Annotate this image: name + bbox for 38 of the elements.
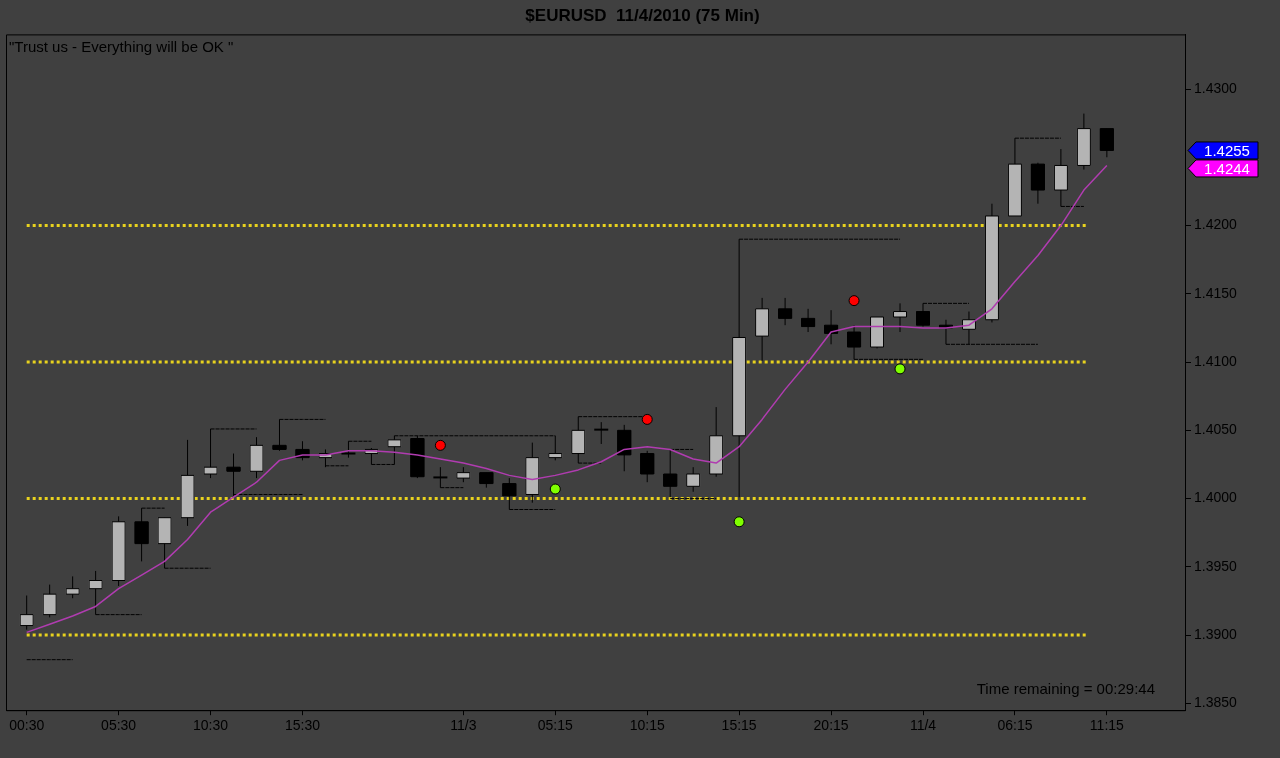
x-tick-label: 11/4 (909, 717, 937, 734)
y-tick-label: 1.3900 (1194, 625, 1238, 642)
point (549, 483, 561, 495)
x-tick-label: 10:15 (629, 717, 665, 734)
y-tick-label: 1.4300 (1194, 79, 1238, 96)
text: 1.4244 (1204, 159, 1250, 177)
x-tick-label: 05:30 (101, 717, 137, 734)
x-tick-label: 20:15 (813, 717, 849, 734)
annotation: Time remaining = 00:29:44 (976, 680, 1155, 698)
point (733, 516, 745, 528)
y-tick-label: 1.4100 (1194, 352, 1238, 369)
chart-title: $EURUSD 11/4/2010 (75 Min) (525, 5, 760, 25)
candlestick (432, 466, 449, 489)
y-tick-label: 1.4000 (1194, 489, 1238, 506)
x-tick-label: 11/3 (450, 717, 477, 734)
annotation: "Trust us - Everything will be OK " (9, 37, 234, 55)
point (434, 439, 446, 451)
x-tick-label: 06:15 (997, 717, 1033, 734)
x-tick-label: 11:15 (1089, 717, 1125, 734)
x-tick-label: 15:30 (284, 717, 321, 734)
y-tick-label: 1.4200 (1194, 216, 1238, 233)
point (894, 363, 906, 375)
candlestick (778, 297, 793, 326)
candlestick (916, 302, 930, 328)
x-tick-label: 15:15 (721, 717, 757, 734)
point (848, 295, 860, 307)
text: 1.4255 (1204, 141, 1250, 159)
y-tick-label: 1.4150 (1194, 284, 1238, 301)
x-tick-label: 10:30 (193, 717, 229, 734)
candlestick (593, 421, 610, 445)
point (641, 413, 653, 425)
candlestick (1099, 128, 1114, 158)
candlestick (65, 575, 80, 599)
y-tick-label: 1.4050 (1194, 421, 1238, 438)
y-tick-label: 1.3850 (1194, 694, 1238, 711)
x-tick-label: 00:30 (9, 717, 45, 734)
y-tick-label: 1.3950 (1194, 557, 1238, 574)
x-tick-label: 05:15 (537, 717, 574, 734)
